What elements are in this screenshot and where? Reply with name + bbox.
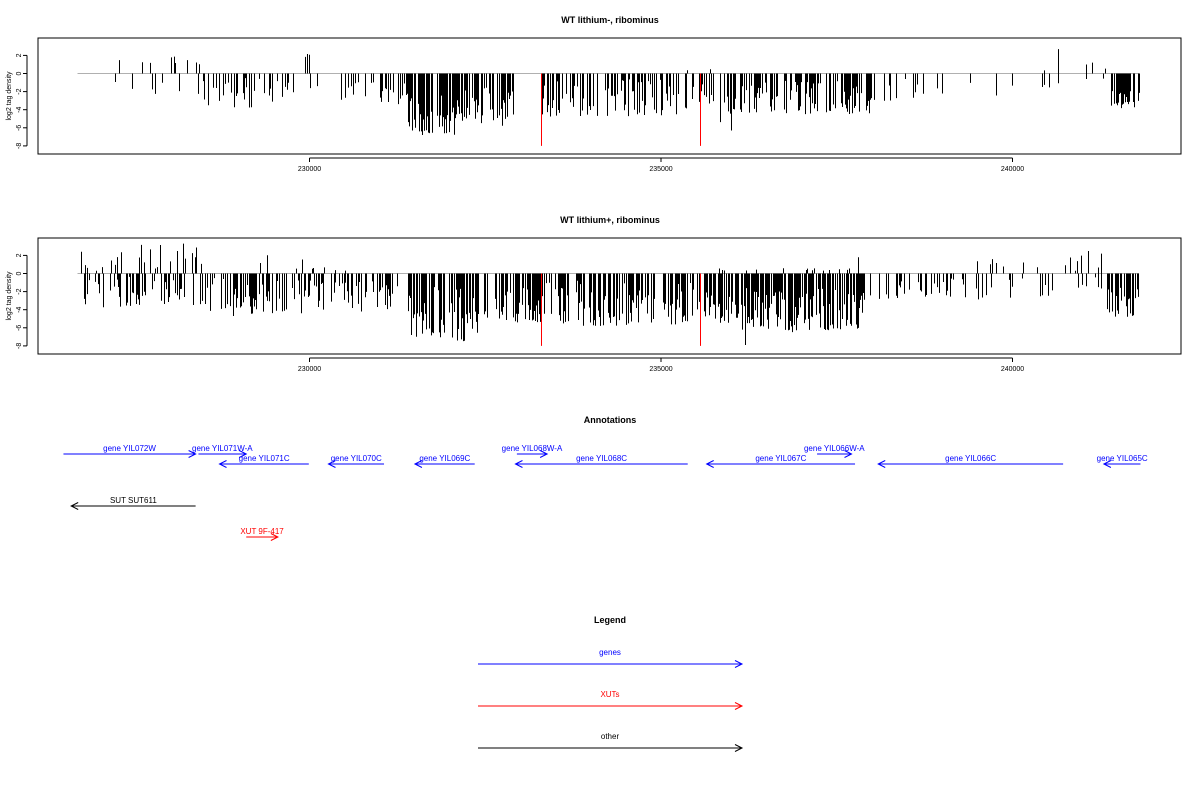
annotations-panel: Annotations gene YIL072W gene YIL071W-Age… (63, 415, 1148, 541)
y-tick-label: -2 (16, 288, 23, 294)
legend-title: Legend (594, 615, 626, 625)
y-tick-label: 0 (16, 71, 23, 75)
y-tick-label: 0 (16, 271, 23, 275)
annotations-title: Annotations (584, 415, 637, 425)
annotation-arrow-head (705, 460, 714, 468)
annotation-arrow-head (218, 460, 227, 468)
y-tick-label: 2 (16, 53, 23, 57)
annotation-arrow-head (514, 460, 523, 468)
annotation-arrow-head (70, 502, 79, 510)
legend-label: other (601, 732, 620, 741)
x-tick-label: 235000 (649, 166, 672, 173)
panel-2-title: WT lithium+, ribominus (560, 215, 660, 225)
panel-1-axes: 2 0 -2 -4 -6 -8 230000 235000 240000 (16, 53, 1024, 173)
annotation-label: gene YIL066W-A (804, 444, 865, 453)
legend-label: genes (599, 648, 621, 657)
legend-arrow-head (734, 660, 744, 668)
panel-2-ylabel: log2 tag density (6, 271, 13, 321)
y-tick-label: -4 (16, 306, 23, 312)
annotation-arrow-head (877, 460, 886, 468)
annotation-label: gene YIL072W (103, 444, 156, 453)
legend-arrow-head (734, 744, 744, 752)
y-tick-label: -8 (16, 343, 23, 349)
panel-1-frame (37, 37, 1182, 155)
y-tick-label: -2 (16, 88, 23, 94)
y-tick-label: -6 (16, 125, 23, 131)
annotation-label: gene YIL067C (755, 454, 806, 463)
x-tick-label: 230000 (298, 366, 321, 373)
x-tick-label: 230000 (298, 166, 321, 173)
annotation-arrow-head (1102, 460, 1112, 468)
annotation-label: gene YIL068W-A (502, 444, 563, 453)
legend-label: XUTs (600, 690, 619, 699)
legend-arrow-head (734, 702, 744, 710)
panel-2-bars (77, 243, 1140, 346)
y-tick-label: -8 (16, 143, 23, 149)
legend-panel: Legend genes XUTs other (478, 615, 744, 752)
panel-1-bars (77, 49, 1140, 146)
annotation-arrow-head (539, 450, 549, 458)
annotation-arrow-head (327, 460, 336, 468)
annotation-label: gene YIL071W-A (192, 444, 253, 453)
x-tick-label: 235000 (649, 366, 672, 373)
annotation-arrow-head (413, 460, 423, 468)
legend-items: genes XUTs other (478, 648, 744, 752)
annotation-label: gene YIL065C (1097, 454, 1148, 463)
panel-2-axes: 2 0 -2 -4 -6 -8 230000 235000 240000 (16, 253, 1024, 373)
annotation-label: XUT 9F-417 (240, 527, 284, 536)
panel-1-title: WT lithium-, ribominus (561, 15, 659, 25)
annotation-label: gene YIL070C (331, 454, 382, 463)
x-tick-label: 240000 (1001, 166, 1024, 173)
annotation-arrow-head (844, 450, 853, 458)
panel-2: WT lithium+, ribominus log2 tag density … (6, 215, 1182, 373)
x-tick-label: 240000 (1001, 366, 1024, 373)
panel-1: WT lithium-, ribominus log2 tag density … (6, 15, 1182, 173)
annotation-arrow-head (239, 450, 248, 458)
y-tick-label: -4 (16, 106, 23, 112)
y-tick-label: -6 (16, 325, 23, 331)
y-tick-label: 2 (16, 253, 23, 257)
annotation-arrow-head (188, 450, 197, 458)
annotation-label: gene YIL066C (945, 454, 996, 463)
annotation-label: gene YIL071C (239, 454, 290, 463)
panel-1-ylabel: log2 tag density (6, 71, 13, 121)
annotation-label: gene YIL069C (419, 454, 470, 463)
annotation-label: SUT SUT611 (110, 496, 157, 505)
annotation-arrow-head (270, 533, 279, 541)
annotation-label: gene YIL068C (576, 454, 627, 463)
panel-2-frame (37, 237, 1182, 355)
